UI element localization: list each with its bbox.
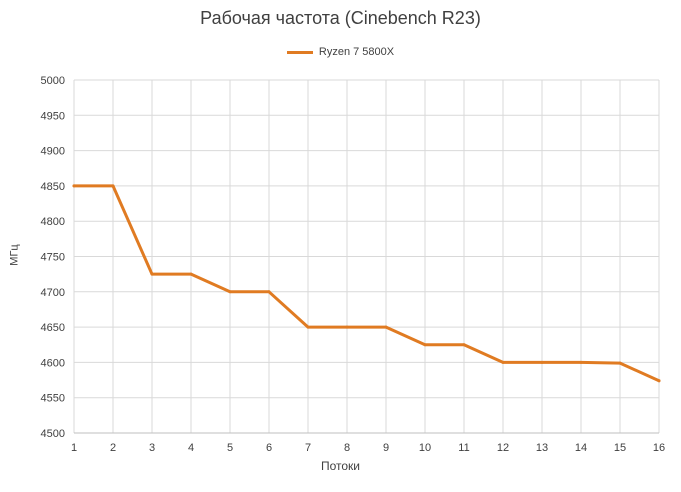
data-point (189, 272, 193, 276)
x-tick-label: 9 (383, 442, 389, 454)
x-tick-label: 13 (536, 442, 548, 454)
data-point (462, 343, 466, 347)
y-tick-label: 4600 (41, 357, 65, 369)
y-tick-label: 4800 (41, 216, 65, 228)
data-point (228, 290, 232, 294)
y-tick-label: 4950 (41, 110, 65, 122)
x-tick-label: 10 (419, 442, 431, 454)
legend: Ryzen 7 5800X (0, 46, 681, 58)
legend-label: Ryzen 7 5800X (318, 46, 395, 58)
y-tick-label: 4750 (41, 252, 65, 264)
data-point (267, 290, 271, 294)
data-point (657, 379, 661, 383)
data-point (384, 325, 388, 329)
data-point (111, 184, 115, 188)
y-tick-label: 4850 (41, 181, 65, 193)
x-tick-label: 5 (227, 442, 233, 454)
chart-title: Рабочая частота (Cinebench R23) (200, 8, 481, 28)
y-tick-label: 4650 (41, 322, 65, 334)
data-point (579, 360, 583, 364)
data-point (618, 361, 622, 365)
x-tick-label: 7 (305, 442, 311, 454)
data-point (150, 272, 154, 276)
series-line (72, 184, 661, 383)
legend-swatch (286, 50, 313, 54)
data-point (345, 325, 349, 329)
x-tick-label: 14 (575, 442, 587, 454)
y-tick-label: 4900 (41, 146, 65, 158)
x-tick-label: 6 (266, 442, 272, 454)
x-tick-label: 2 (110, 442, 116, 454)
x-tick-label: 15 (614, 442, 626, 454)
y-tick-label: 4700 (41, 287, 65, 299)
y-tick-label: 4550 (41, 393, 65, 405)
x-axis-label: Потоки (320, 459, 361, 473)
x-tick-label: 4 (188, 442, 194, 454)
data-point (423, 343, 427, 347)
x-tick-label: 11 (458, 442, 469, 454)
data-point (72, 184, 76, 188)
data-point (540, 360, 544, 364)
data-point (501, 360, 505, 364)
data-point (306, 325, 310, 329)
x-tick-label: 16 (653, 442, 665, 454)
y-tick-label: 5000 (41, 75, 65, 87)
x-tick-label: 8 (344, 442, 350, 454)
y-tick-label: 4500 (41, 428, 65, 440)
x-tick-label: 12 (497, 442, 509, 454)
x-tick-label: 1 (71, 442, 77, 454)
x-tick-label: 3 (149, 442, 155, 454)
